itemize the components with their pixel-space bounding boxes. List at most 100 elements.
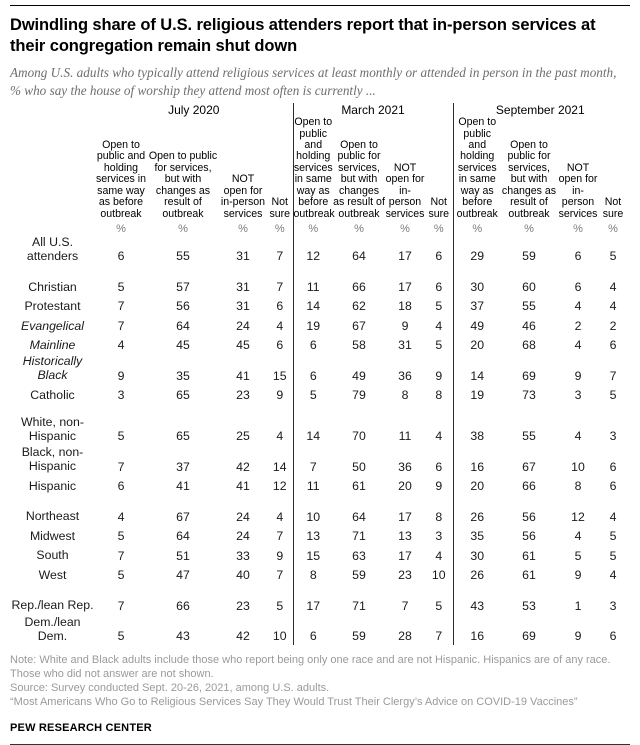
value-cell: 73 [522, 388, 536, 403]
value-cell: 26 [452, 506, 501, 526]
percent-sign: % [238, 223, 248, 235]
value-cell: 12 [571, 509, 585, 524]
value-cell: 23 [236, 388, 250, 403]
value-cell: 5 [609, 548, 617, 563]
value-cell: 58 [352, 338, 366, 353]
value-cell: 12 [272, 479, 287, 494]
percent-sign: % [608, 223, 618, 235]
value-cell: 70 [352, 429, 366, 444]
table-row: South 7 51 33 9 15 63 17 4 30 61 5 5 [10, 545, 627, 565]
value-cell: 49 [452, 315, 501, 335]
value-cell: 65 [176, 388, 190, 403]
column-header: Not sure [428, 196, 450, 220]
value-cell: 6 [609, 459, 617, 474]
unit-row: %%%%%%%%%%%% [10, 220, 627, 235]
row-label: Black, non-Hispanic [21, 445, 84, 474]
value-cell: 7 [276, 249, 284, 264]
value-cell: 15 [292, 545, 333, 565]
percent-sign: % [524, 223, 534, 235]
value-cell: 2 [609, 318, 617, 333]
value-cell: 20 [452, 334, 501, 355]
value-cell: 6 [292, 334, 333, 355]
value-cell: 5 [117, 429, 125, 444]
value-cell: 4 [574, 299, 582, 314]
value-cell: 53 [522, 598, 536, 613]
value-cell: 4 [574, 429, 582, 444]
value-cell: 7 [609, 368, 617, 383]
footnotes: Note: White and Black adults include tho… [10, 653, 630, 709]
value-cell: 67 [176, 509, 190, 524]
value-cell: 23 [398, 568, 412, 583]
column-header: Open to public for services, but with ch… [148, 150, 218, 220]
value-cell: 55 [522, 299, 536, 314]
value-cell: 5 [117, 529, 125, 544]
percent-sign: % [274, 223, 285, 235]
spacer-cell [10, 404, 293, 415]
row-label: South [36, 548, 69, 563]
value-cell: 60 [522, 279, 536, 294]
value-cell: 4 [609, 568, 617, 583]
table-row: White, non-Hispanic 5 65 25 4 14 70 11 4 38 55 4 3 [10, 415, 627, 446]
value-cell: 4 [574, 338, 582, 353]
value-cell: 23 [236, 598, 250, 613]
value-cell: 11 [398, 429, 412, 444]
value-cell: 14 [292, 295, 333, 316]
percent-sign: % [573, 223, 583, 235]
value-cell: 67 [522, 459, 536, 474]
percent-sign: % [178, 223, 188, 235]
value-cell: 4 [609, 279, 617, 294]
table-row: Mainline 4 45 45 6 6 58 31 5 20 68 4 6 [10, 334, 627, 355]
value-cell: 7 [292, 445, 333, 476]
value-cell: 3 [609, 429, 617, 444]
value-cell: 5 [276, 598, 284, 613]
value-cell: 3 [117, 388, 125, 403]
value-cell: 20 [452, 475, 501, 496]
column-header: Open to public and holding services in s… [95, 138, 147, 220]
column-header: Not sure [269, 196, 291, 220]
value-cell: 66 [352, 279, 366, 294]
row-label: Historically Black [22, 354, 83, 383]
value-cell: 7 [117, 598, 125, 613]
value-cell: 4 [276, 509, 284, 524]
value-cell: 4 [609, 509, 617, 524]
value-cell: 25 [236, 429, 250, 444]
value-cell: 4 [435, 318, 443, 333]
spacer-cell [10, 495, 293, 506]
value-cell: 5 [609, 529, 617, 544]
value-cell: 6 [609, 628, 617, 643]
value-cell: 55 [176, 249, 190, 264]
value-cell: 12 [292, 235, 333, 266]
value-cell: 61 [522, 548, 536, 563]
value-cell: 4 [435, 548, 443, 563]
value-cell: 35 [452, 525, 501, 546]
column-header: Not sure [602, 196, 624, 220]
value-cell: 43 [452, 595, 501, 615]
value-cell: 6 [435, 279, 443, 294]
percent-sign: % [452, 220, 501, 235]
value-cell: 3 [574, 388, 582, 403]
value-cell: 8 [574, 479, 582, 494]
value-cell: 6 [435, 459, 443, 474]
value-cell: 37 [452, 295, 501, 316]
value-cell: 9 [435, 479, 443, 494]
value-cell: 41 [236, 479, 250, 494]
table-row: Northeast 4 67 24 4 10 64 17 8 26 56 12 4 [10, 506, 627, 526]
value-cell: 71 [352, 598, 366, 613]
value-cell: 68 [522, 338, 536, 353]
value-cell: 30 [452, 276, 501, 296]
row-label: White, non-Hispanic [21, 415, 84, 444]
value-cell: 37 [176, 459, 190, 474]
row-label: Protestant [24, 299, 81, 314]
page-title: Dwindling share of U.S. religious attend… [10, 16, 596, 56]
value-cell: 59 [352, 568, 366, 583]
table-row: All U.S. attenders 6 55 31 7 12 64 17 6 29 59 6 5 [10, 235, 627, 266]
value-cell: 64 [352, 509, 366, 524]
spacer-cell [292, 404, 453, 416]
value-cell: 4 [276, 429, 284, 444]
value-cell: 35 [176, 368, 190, 383]
value-cell: 31 [236, 279, 250, 294]
value-cell: 14 [292, 415, 333, 446]
period-label: March 2021 [292, 103, 453, 118]
row-label: Rep./lean Rep. [11, 598, 94, 613]
value-cell: 5 [609, 249, 617, 264]
